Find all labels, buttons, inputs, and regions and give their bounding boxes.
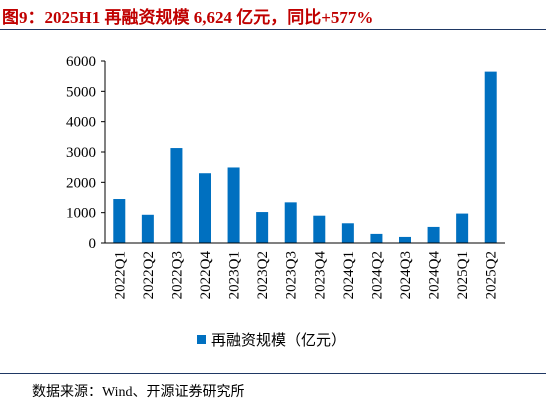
- x-tick-label: 2024Q4: [427, 251, 443, 300]
- bar-2025Q1: [456, 213, 469, 243]
- y-tick-label: 0: [89, 236, 97, 252]
- footer-rule: [0, 373, 546, 374]
- y-tick-label: 5000: [66, 84, 96, 100]
- bar-2024Q3: [399, 236, 411, 243]
- x-axis: 2022Q1 2022Q2 2022Q3 2022Q4 2023Q1 2023Q2 2023…: [105, 242, 505, 300]
- y-tick-label: 6000: [66, 54, 96, 70]
- bar-2022Q2: [141, 214, 154, 243]
- bar-2023Q4: [313, 215, 326, 243]
- y-tick-label: 4000: [66, 115, 96, 131]
- bar-2024Q1: [341, 223, 354, 243]
- x-tick-label: 2023Q4: [312, 251, 328, 300]
- x-tick-label: 2025Q1: [455, 251, 471, 299]
- bar-2022Q1: [113, 199, 126, 243]
- figure-title: 图9：2025H1 再融资规模 6,624 亿元，同比+577%: [2, 8, 374, 27]
- bar-2024Q2: [370, 233, 383, 243]
- bars: [113, 71, 497, 243]
- title-bar: 图9：2025H1 再融资规模 6,624 亿元，同比+577%: [0, 0, 546, 30]
- bar-2022Q3: [170, 148, 183, 243]
- bar-2023Q1: [227, 167, 240, 243]
- y-tick-label: 2000: [66, 175, 96, 191]
- legend: 再融资规模（亿元）: [197, 332, 346, 349]
- x-tick-label: 2024Q1: [341, 251, 357, 299]
- x-tick-label: 2024Q3: [398, 251, 414, 299]
- y-tick-label: 3000: [66, 145, 96, 161]
- y-axis: 0 1000 2000 3000 4000 5000 6000: [66, 54, 106, 252]
- bar-2025Q2: [484, 71, 497, 243]
- x-tick-label: 2024Q2: [369, 251, 385, 299]
- y-tick-label: 1000: [66, 206, 96, 222]
- source-note: 数据来源：Wind、开源证券研究所: [32, 385, 245, 400]
- legend-label: 再融资规模（亿元）: [211, 332, 346, 349]
- legend-swatch: [197, 335, 206, 344]
- bar-2023Q3: [284, 202, 297, 243]
- x-tick-label: 2023Q1: [227, 251, 243, 299]
- x-tick-label: 2022Q4: [198, 251, 214, 300]
- bar-2022Q4: [199, 173, 211, 243]
- x-tick-label: 2022Q1: [112, 251, 128, 299]
- bar-2023Q2: [256, 212, 269, 243]
- x-tick-label: 2022Q3: [169, 251, 185, 299]
- bar-2024Q4: [427, 226, 440, 243]
- x-tick-label: 2025Q2: [484, 251, 500, 299]
- x-tick-label: 2023Q3: [284, 251, 300, 299]
- x-tick-label: 2023Q2: [255, 251, 271, 299]
- x-tick-label: 2022Q2: [141, 251, 157, 299]
